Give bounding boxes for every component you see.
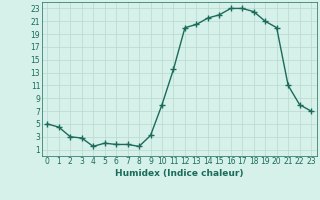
X-axis label: Humidex (Indice chaleur): Humidex (Indice chaleur) bbox=[115, 169, 244, 178]
